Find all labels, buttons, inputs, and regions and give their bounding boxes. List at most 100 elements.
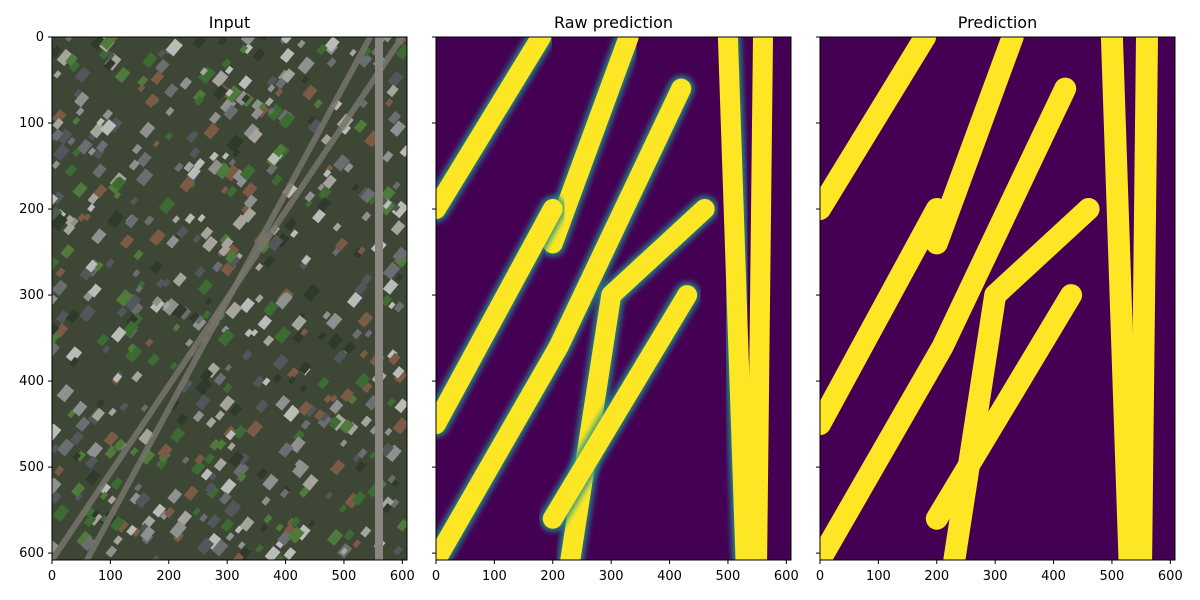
tree-canopy <box>228 450 245 468</box>
tree-canopy <box>185 338 194 348</box>
tree-canopy <box>394 398 407 414</box>
tree-canopy <box>72 147 81 157</box>
tree-canopy <box>221 58 232 69</box>
x-tick-label: 500 <box>716 569 741 584</box>
house-roof <box>244 328 253 338</box>
tree-canopy <box>96 117 105 127</box>
house-roof <box>124 344 143 363</box>
panel-prediction: Prediction 0 100 200 300 400 500 600 <box>816 13 1183 584</box>
tree-canopy <box>399 145 407 157</box>
house-roof <box>279 488 290 499</box>
tree-canopy <box>343 529 355 541</box>
house-roof <box>71 482 86 498</box>
road-segment <box>542 285 698 529</box>
house-roof <box>224 65 234 75</box>
axes-frame <box>819 36 1176 561</box>
house-roof <box>264 546 281 560</box>
house-roof <box>195 394 211 411</box>
house-roof <box>392 545 403 556</box>
house-roof <box>221 237 234 250</box>
house-roof <box>280 37 293 44</box>
house-roof <box>239 164 256 181</box>
house-roof <box>297 400 313 417</box>
house-roof <box>357 311 374 328</box>
tree-canopy <box>53 209 63 219</box>
house-roof <box>127 343 137 353</box>
tree-canopy <box>388 301 396 310</box>
house-roof <box>381 198 392 210</box>
axes-frame <box>435 36 792 561</box>
house-roof <box>75 107 85 116</box>
house-roof <box>225 250 238 264</box>
house-roof <box>172 303 188 319</box>
house-roof <box>279 47 295 64</box>
tree-canopy <box>219 233 231 245</box>
tree-canopy <box>213 457 227 472</box>
house-roof <box>225 88 234 97</box>
house-roof <box>317 331 327 341</box>
house-roof <box>386 397 396 407</box>
road-segment <box>1100 37 1141 560</box>
house-roof <box>184 213 196 224</box>
house-roof <box>139 121 156 139</box>
house-roof <box>183 161 195 173</box>
tree-canopy <box>52 192 59 208</box>
house-roof <box>329 459 346 476</box>
house-roof <box>83 213 92 222</box>
house-roof <box>113 535 123 546</box>
house-roof <box>197 213 206 223</box>
tree-canopy <box>52 213 68 232</box>
house-roof <box>351 328 363 340</box>
tree-canopy <box>102 109 114 120</box>
tree-canopy <box>208 111 222 125</box>
house-roof <box>192 316 207 331</box>
house-roof <box>134 483 143 492</box>
tree-canopy <box>232 552 244 560</box>
tree-canopy <box>211 70 229 88</box>
tree-canopy <box>65 53 78 67</box>
house-roof <box>136 151 152 168</box>
house-roof <box>131 527 142 538</box>
house-roof <box>52 504 70 522</box>
image-area <box>436 37 791 560</box>
house-roof <box>224 85 242 103</box>
road-segment <box>820 198 948 436</box>
tree-canopy <box>380 294 393 307</box>
tree-canopy <box>389 498 400 509</box>
tree-canopy <box>144 93 159 108</box>
tree-canopy <box>133 249 144 261</box>
house-roof <box>64 37 74 43</box>
house-roof <box>239 297 255 314</box>
house-roof <box>165 106 175 117</box>
tree-canopy <box>52 117 64 130</box>
tree-canopy <box>135 168 154 187</box>
tree-canopy <box>387 349 398 361</box>
x-tick-label: 400 <box>273 569 298 584</box>
road-segment <box>820 77 1077 560</box>
house-roof <box>359 349 369 359</box>
prediction-map <box>436 37 776 560</box>
house-roof <box>103 58 116 71</box>
tree-canopy <box>354 372 371 389</box>
house-roof <box>294 459 304 468</box>
house-roof <box>313 98 323 109</box>
house-roof <box>68 60 80 73</box>
house-roof <box>204 297 213 306</box>
tree-canopy <box>303 284 321 302</box>
house-roof <box>131 370 143 383</box>
house-roof <box>279 291 293 306</box>
tree-canopy <box>281 68 296 83</box>
tree-canopy <box>229 403 243 417</box>
house-roof <box>307 519 316 528</box>
house-roof <box>63 214 75 226</box>
tree-canopy <box>128 159 140 171</box>
house-roof <box>332 154 351 172</box>
house-roof <box>204 481 217 494</box>
tree-canopy <box>54 465 65 477</box>
house-roof <box>316 197 332 213</box>
x-tick-label: 200 <box>156 569 181 584</box>
x-tick-label: 300 <box>215 569 240 584</box>
house-roof <box>256 468 268 480</box>
house-roof <box>254 294 264 304</box>
tree-canopy <box>143 215 155 226</box>
